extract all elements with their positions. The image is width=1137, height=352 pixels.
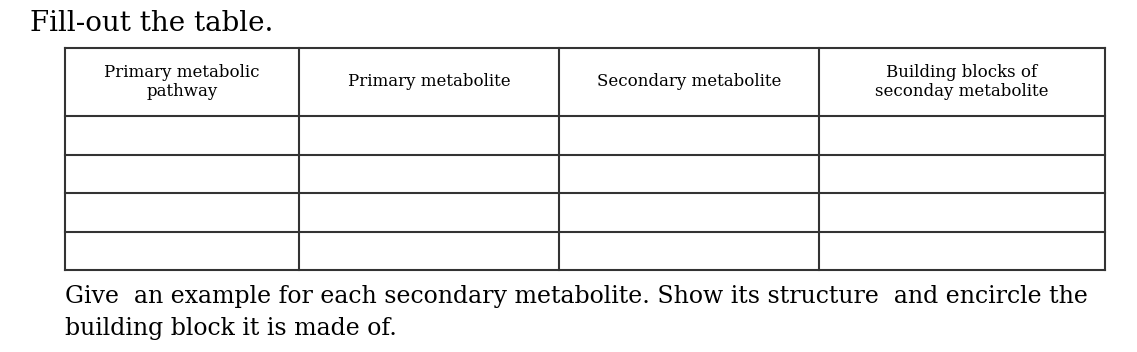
Text: Primary metabolic
pathway: Primary metabolic pathway [105, 64, 259, 100]
Text: Give  an example for each secondary metabolite. Show its structure  and encircle: Give an example for each secondary metab… [65, 285, 1088, 340]
Text: Secondary metabolite: Secondary metabolite [597, 74, 781, 90]
Text: Building blocks of
seconday metabolite: Building blocks of seconday metabolite [875, 64, 1048, 100]
Text: Primary metabolite: Primary metabolite [348, 74, 511, 90]
Text: Fill-out the table.: Fill-out the table. [30, 10, 273, 37]
